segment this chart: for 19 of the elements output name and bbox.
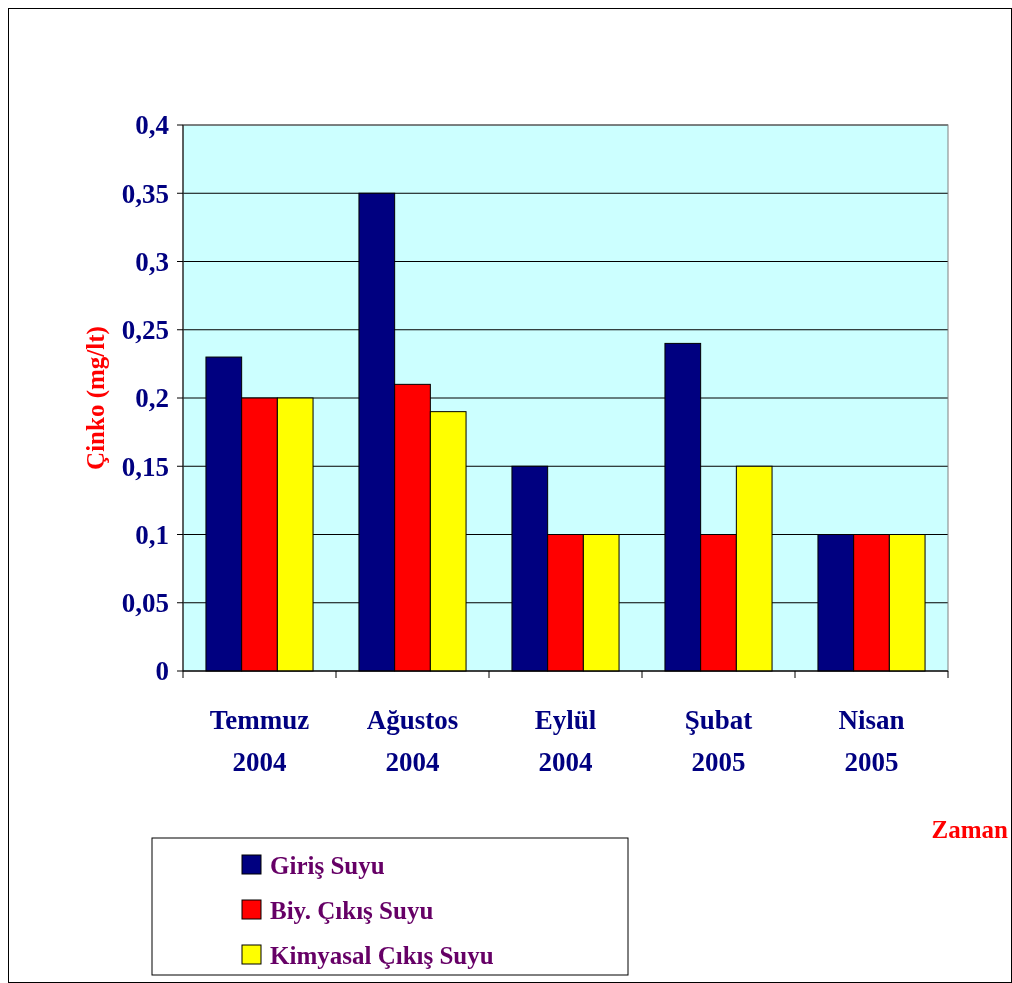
x-tick-label: Temmuz 2004: [209, 705, 310, 777]
y-tick-label: 0,35: [121, 178, 169, 209]
legend-label: Kimyasal Çıkış Suyu: [270, 941, 494, 969]
x-tick-label: Eylül 2004: [534, 705, 597, 777]
x-tick-label: Şubat 2005: [684, 705, 753, 777]
x-axis-title: Zaman: [931, 816, 1009, 843]
y-tick-label: 0,1: [135, 519, 169, 550]
x-tick-label: Nisan 2005: [838, 705, 905, 777]
y-tick-label: 0,2: [135, 383, 169, 414]
x-tick-label: Ağustos 2004: [366, 705, 459, 777]
y-tick-label: 0,25: [121, 315, 169, 346]
y-tick-label: 0: [155, 656, 169, 687]
y-tick-label: 0,15: [121, 451, 169, 482]
y-tick-label: 0,3: [135, 246, 169, 277]
y-tick-label: 0,05: [121, 588, 169, 619]
legend-label: Giriş Suyu: [270, 851, 385, 879]
y-axis-title: Çinko (mg/lt): [82, 326, 110, 470]
y-tick-label: 0,4: [135, 110, 169, 141]
legend-label: Biy. Çıkış Suyu: [270, 896, 434, 924]
